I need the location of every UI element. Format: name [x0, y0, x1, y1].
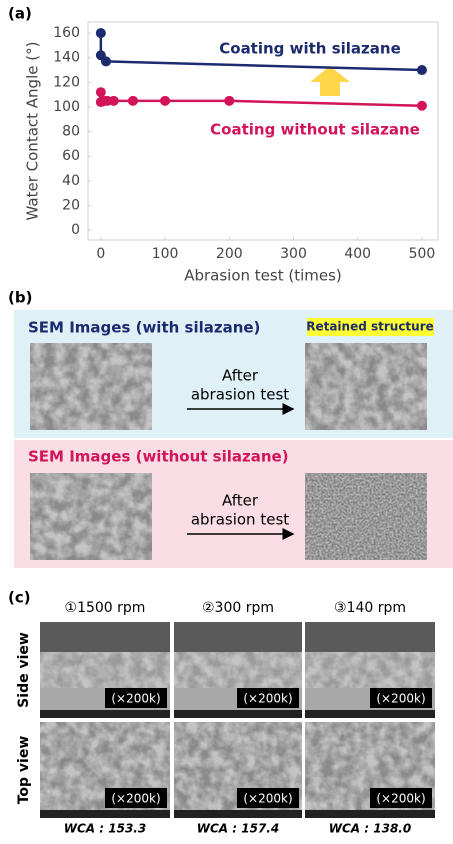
data-point	[160, 95, 171, 106]
y-tick-label: 80	[62, 124, 80, 140]
data-point	[416, 100, 427, 111]
sem-texture	[30, 473, 152, 560]
wca-label: WCA : 157.4	[197, 822, 279, 836]
magnification: (×200k)	[376, 792, 425, 806]
sky	[40, 622, 170, 652]
x-tick-label: 400	[344, 246, 371, 262]
x-tick-label: 200	[216, 246, 243, 262]
y-tick-label: 140	[53, 50, 80, 66]
panel-label: (b)	[8, 289, 32, 307]
mag-box	[237, 788, 299, 808]
row-heading: Side view	[16, 632, 32, 708]
sem-texture	[30, 343, 152, 430]
data-point	[108, 95, 119, 106]
data-point	[127, 95, 138, 106]
mag-box	[105, 688, 167, 708]
scale-bar	[305, 810, 435, 818]
panel-label: (c)	[8, 589, 31, 607]
legend-label: Coating without silazane	[210, 121, 420, 139]
column-heading: ③140 rpm	[334, 600, 406, 616]
magnification: (×200k)	[376, 692, 425, 706]
sky	[305, 622, 435, 652]
arrow-text: abrasion test	[191, 511, 289, 529]
data-point	[224, 95, 235, 106]
magnification: (×200k)	[111, 692, 160, 706]
scale-bar	[40, 810, 170, 818]
arrow-text: abrasion test	[191, 386, 289, 404]
wca-label: WCA : 138.0	[329, 822, 411, 836]
scale-bar	[174, 710, 302, 718]
y-tick-label: 120	[53, 74, 80, 90]
wca-label: WCA : 153.3	[64, 822, 146, 836]
mag-box	[370, 688, 432, 708]
sem-texture	[305, 473, 427, 560]
magnification: (×200k)	[243, 792, 292, 806]
arrow-text: After	[222, 492, 259, 510]
x-axis-label: Abrasion test (times)	[184, 267, 342, 285]
column-heading: ②300 rpm	[202, 600, 274, 616]
data-point	[416, 65, 427, 76]
column-heading: ①1500 rpm	[65, 600, 146, 616]
y-axis-label: Water Contact Angle (°)	[24, 42, 42, 221]
panel-label: (a)	[8, 5, 32, 23]
highlight	[307, 318, 434, 336]
data-point	[95, 87, 106, 98]
series-line	[99, 92, 422, 108]
y-tick-label: 40	[62, 173, 80, 189]
y-tick-label: 100	[53, 99, 80, 115]
data-point	[100, 56, 111, 67]
mag-box	[237, 688, 299, 708]
arrow-text: After	[222, 367, 259, 385]
section-title: SEM Images (with silazane)	[28, 319, 260, 337]
y-tick-label: 160	[53, 25, 80, 41]
scale-bar	[174, 810, 302, 818]
section-title: SEM Images (without silazane)	[28, 448, 289, 466]
y-tick-label: 20	[62, 198, 80, 214]
y-tick-label: 0	[71, 222, 80, 238]
magnification: (×200k)	[243, 692, 292, 706]
x-tick-label: 300	[280, 246, 307, 262]
x-tick-label: 100	[152, 246, 179, 262]
y-tick-label: 60	[62, 148, 80, 164]
legend-label: Coating with silazane	[219, 40, 401, 58]
improvement-arrow	[310, 66, 350, 96]
data-point	[95, 28, 106, 39]
sky	[174, 622, 302, 652]
magnification: (×200k)	[111, 792, 160, 806]
mag-box	[105, 788, 167, 808]
row-heading: Top view	[16, 736, 32, 805]
sem-texture	[305, 343, 427, 430]
note: Retained structure	[306, 320, 434, 334]
scale-bar	[40, 710, 170, 718]
x-tick-label: 500	[409, 246, 436, 262]
mag-box	[370, 788, 432, 808]
x-tick-label: 0	[96, 246, 105, 262]
scale-bar	[305, 710, 435, 718]
plot-frame	[87, 21, 439, 241]
